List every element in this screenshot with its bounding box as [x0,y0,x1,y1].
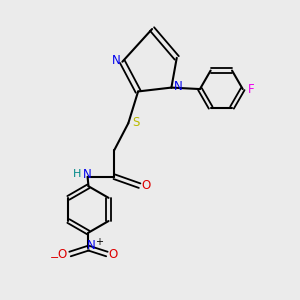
Text: F: F [248,82,254,96]
Text: H: H [73,169,81,179]
Text: O: O [109,248,118,260]
Text: N: N [87,239,96,252]
Text: N: N [111,54,120,67]
Text: −: − [50,253,59,262]
Text: +: + [95,236,103,247]
Text: O: O [57,248,66,260]
Text: S: S [132,116,140,129]
Text: O: O [142,179,151,192]
Text: N: N [82,168,91,181]
Text: N: N [174,80,182,93]
